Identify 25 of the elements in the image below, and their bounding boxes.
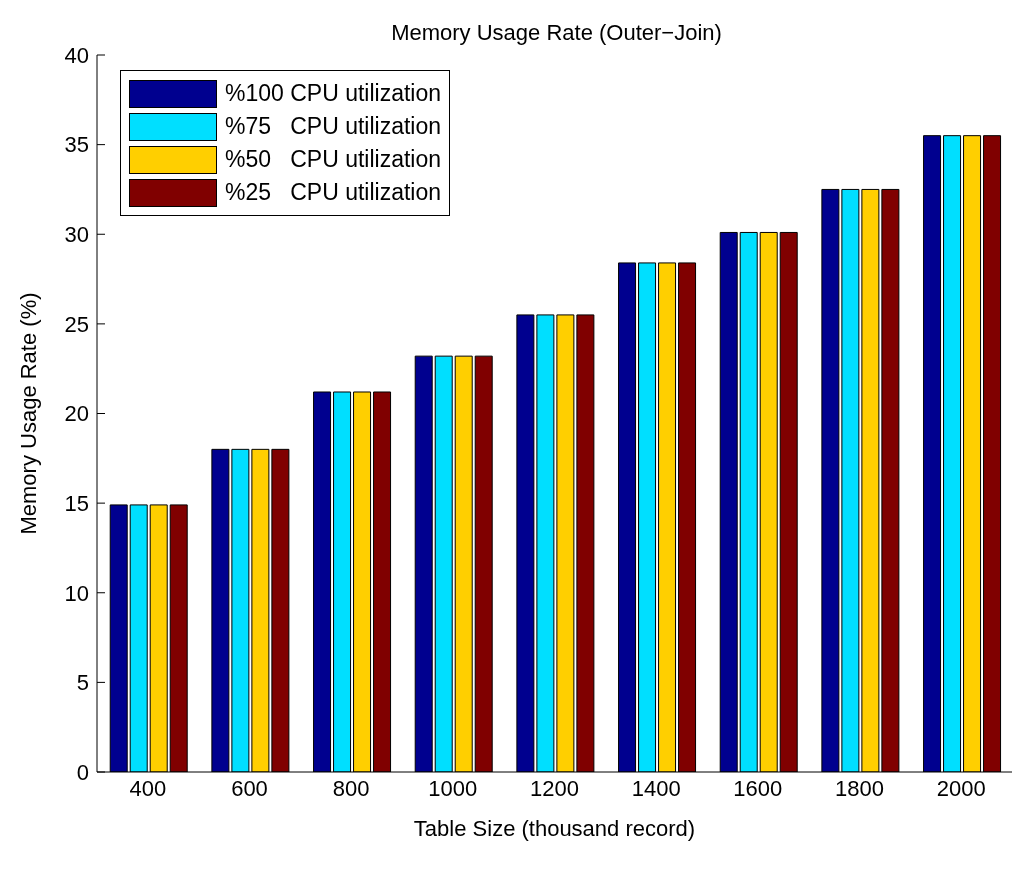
y-tick-label: 15 [64,490,89,516]
y-tick-label: 35 [64,132,89,158]
x-tick-label: 400 [129,775,167,801]
x-tick-label: 1400 [631,775,681,801]
x-tick-label: 600 [231,775,268,801]
x-tick-label: 1000 [428,775,478,801]
x-tick-label: 1200 [530,775,579,801]
y-tick-label: 20 [64,401,89,427]
x-tick-label: 1800 [835,775,884,801]
chart-title: Memory Usage Rate (Outer−Join) [390,20,723,46]
legend-label: %25 CPU utilization [225,179,442,206]
legend-label: %100 CPU utilization [225,80,442,107]
y-tick-label: 0 [76,759,89,785]
y-tick-label: 25 [64,311,89,337]
x-tick-label: 1600 [733,775,783,801]
legend-label: %75 CPU utilization [225,113,442,140]
y-axis-title: Memory Usage Rate (%) [15,292,41,535]
legend-label: %50 CPU utilization [225,146,442,173]
y-tick-label: 30 [64,222,89,248]
x-tick-label: 800 [332,775,370,801]
y-tick-label: 40 [64,42,89,68]
x-tick-label: 2000 [936,775,986,801]
y-tick-label: 10 [64,580,89,606]
x-axis-title: Table Size (thousand record) [413,816,696,841]
y-tick-label: 5 [76,670,89,696]
